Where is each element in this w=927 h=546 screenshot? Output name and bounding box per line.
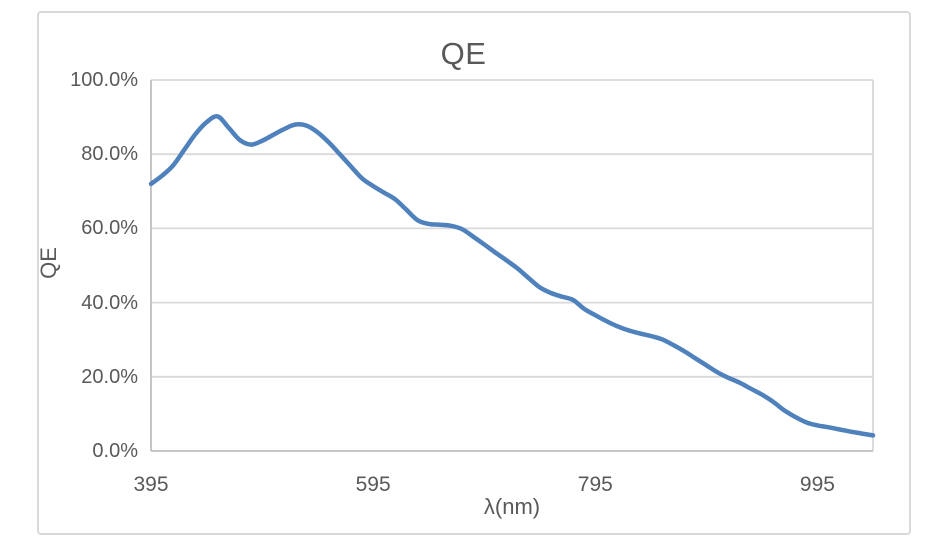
y-tick-label: 20.0% [81,365,138,388]
chart-frame [37,11,911,535]
y-tick-label: 80.0% [81,143,138,166]
gridlines [151,79,873,378]
chart-title: QE [440,36,487,71]
qe-series-line [148,114,876,438]
y-tick-label: 60.0% [81,217,138,240]
x-axis-title: λ(nm) [483,494,541,519]
x-tick-label: 595 [355,473,391,496]
y-tick-label: 0.0% [92,440,138,462]
x-tick-label: 395 [133,473,169,496]
x-tick-label: 995 [799,473,835,496]
y-axis-title: QE [36,247,61,279]
y-tick-label: 40.0% [81,291,138,314]
y-tick-label: 100.0% [70,69,138,91]
x-tick-label: 795 [577,473,613,496]
